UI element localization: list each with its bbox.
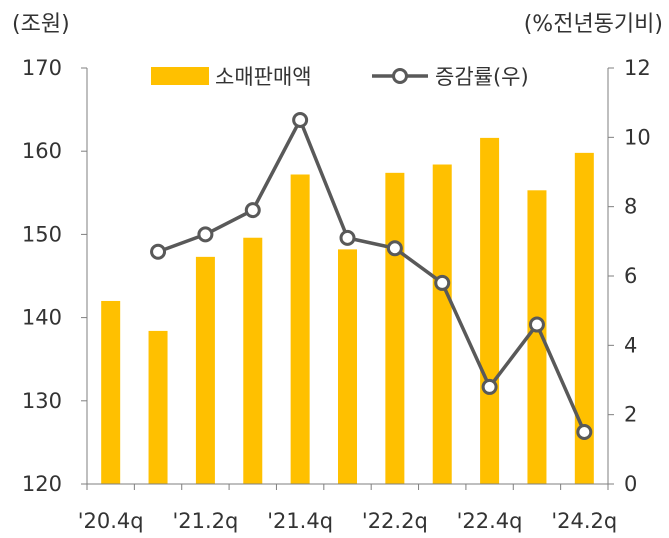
line-point [150,243,167,260]
bar [527,190,547,484]
right-tick-label: 4 [624,333,637,357]
right-tick-label: 0 [624,472,637,496]
legend-line-marker [392,68,408,84]
bar [480,137,500,484]
right-tick-label: 12 [624,56,651,80]
left-tick-label: 130 [22,389,62,413]
bar [574,152,594,484]
left-tick-label: 140 [22,306,62,330]
bar [432,164,452,484]
line-point [197,226,214,243]
x-tick-label: '22.4q [457,509,523,533]
bar-series [101,137,594,484]
line-point [576,424,593,440]
right-axis-ticks: 0 2 4 6 8 10 12 [608,56,651,496]
line-point [386,240,403,257]
bar [148,330,168,484]
left-axis-ticks: 120 130 140 150 160 170 [22,56,87,496]
bar [101,300,121,484]
left-tick-label: 170 [22,56,62,80]
left-axis-unit: (조원) [12,12,70,37]
left-tick-label: 150 [22,222,62,246]
line-point [528,316,545,333]
bar [385,172,405,484]
line-path [157,118,586,433]
bar [243,237,263,484]
bar [195,256,215,484]
right-tick-label: 8 [624,195,637,219]
legend: 소매판매액 증감률(우) [151,65,529,89]
bar [338,249,357,484]
right-tick-label: 10 [624,125,651,149]
line-point [292,112,309,128]
x-tick-label: '21.2q [172,509,238,533]
line-point [434,274,451,291]
legend-bar-label: 소매판매액 [215,65,312,89]
line-point [481,378,498,395]
x-tick-label: '24.2q [551,509,617,533]
x-tick-label: '20.4q [78,509,144,533]
x-tick-label: '22.2q [362,509,428,533]
bar [290,174,310,484]
right-tick-label: 6 [624,264,637,288]
x-axis-ticks: '20.4q '21.2q '21.4q '22.2q '22.4q '24.2q [78,484,617,533]
line-series [150,112,593,440]
left-tick-label: 160 [22,139,62,163]
x-tick-label: '21.4q [267,509,333,533]
legend-bar-swatch [151,67,209,85]
left-tick-label: 120 [22,472,62,496]
legend-line-label: 증감률(우) [435,65,529,89]
right-tick-label: 2 [624,403,637,427]
right-axis-unit: (%전년동기비) [523,12,663,37]
line-point [244,202,261,219]
line-point [339,229,356,246]
